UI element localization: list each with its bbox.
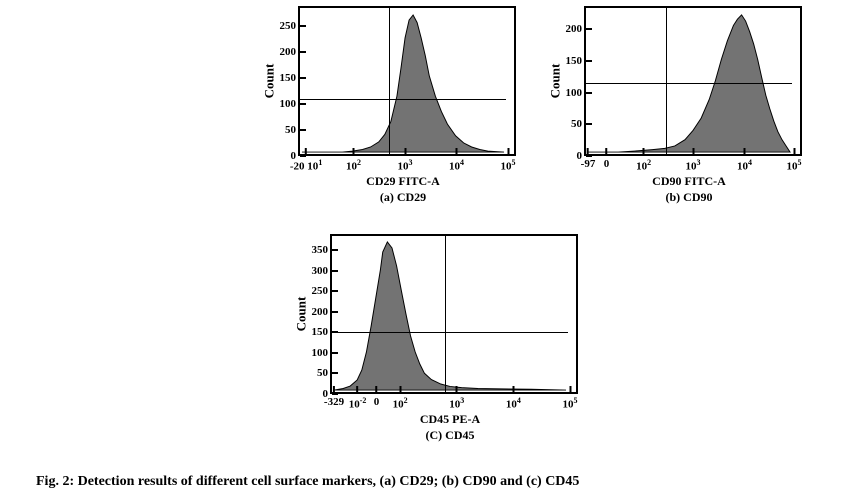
figure-caption: Fig. 2: Detection results of different c… — [36, 474, 579, 490]
y-tick: 150 — [566, 55, 587, 67]
x-tick: 102 — [393, 392, 408, 411]
panel-cd90: Count 050100150200-970102103104105 CD90 … — [584, 6, 794, 156]
y-axis-label: Count — [547, 64, 563, 99]
gate-line-vertical — [389, 8, 390, 154]
x-axis-label: CD29 FITC-A — [298, 174, 508, 189]
x-tick: 105 — [563, 392, 578, 411]
y-tick: 200 — [312, 306, 333, 318]
chart-right-strip — [568, 234, 578, 394]
gate-line-horizontal — [300, 99, 506, 100]
histogram — [586, 8, 792, 154]
y-tick: 200 — [566, 23, 587, 35]
x-tick: 0 — [604, 154, 610, 170]
gate-line-vertical — [666, 8, 667, 154]
x-axis-label: CD90 FITC-A — [584, 174, 794, 189]
x-tick: 0 — [374, 392, 380, 408]
x-tick: 10-2 — [349, 392, 367, 411]
y-tick: 50 — [285, 124, 300, 136]
panel-caption: (a) CD29 — [380, 190, 426, 205]
y-tick: 100 — [566, 87, 587, 99]
x-tick: -329 — [324, 392, 344, 408]
y-tick: 250 — [280, 20, 301, 32]
y-tick: 200 — [280, 46, 301, 58]
chart-right-strip — [506, 6, 516, 156]
y-tick: 350 — [312, 244, 333, 256]
y-tick: 100 — [312, 347, 333, 359]
y-axis-label: Count — [261, 64, 277, 99]
figure: Count 050100150200250-20 101102103104105… — [0, 0, 845, 504]
panel-cd29: Count 050100150200250-20 101102103104105… — [298, 6, 508, 156]
gate-line-horizontal — [332, 332, 568, 333]
y-tick: 50 — [317, 367, 332, 379]
panel-caption: (b) CD90 — [666, 190, 713, 205]
x-tick: 104 — [449, 154, 464, 173]
y-tick: 50 — [571, 118, 586, 130]
y-tick: 150 — [280, 72, 301, 84]
x-tick: -97 — [581, 154, 596, 170]
x-tick: 103 — [686, 154, 701, 173]
chart-frame: Count 050100150200250-20 101102103104105 — [298, 6, 508, 156]
histogram — [332, 236, 568, 392]
x-tick: 104 — [506, 392, 521, 411]
x-tick: -20 101 — [290, 154, 322, 173]
panel-cd45: Count 050100150200250300350-32910-201021… — [330, 234, 570, 394]
chart-frame: Count 050100150200250300350-32910-201021… — [330, 234, 570, 394]
y-tick: 100 — [280, 98, 301, 110]
gate-line-vertical — [445, 236, 446, 392]
gate-line-horizontal — [586, 83, 792, 84]
x-tick: 105 — [787, 154, 802, 173]
panel-caption: (C) CD45 — [426, 428, 475, 443]
x-tick: 103 — [449, 392, 464, 411]
y-axis-label: Count — [293, 297, 309, 332]
chart-frame: Count 050100150200-970102103104105 — [584, 6, 794, 156]
x-axis-label: CD45 PE-A — [330, 412, 570, 427]
x-tick: 102 — [636, 154, 651, 173]
y-tick: 250 — [312, 285, 333, 297]
x-tick: 104 — [737, 154, 752, 173]
x-tick: 103 — [398, 154, 413, 173]
x-tick: 105 — [501, 154, 516, 173]
chart-right-strip — [792, 6, 802, 156]
y-tick: 300 — [312, 265, 333, 277]
histogram — [300, 8, 506, 154]
y-tick: 150 — [312, 326, 333, 338]
x-tick: 102 — [346, 154, 361, 173]
